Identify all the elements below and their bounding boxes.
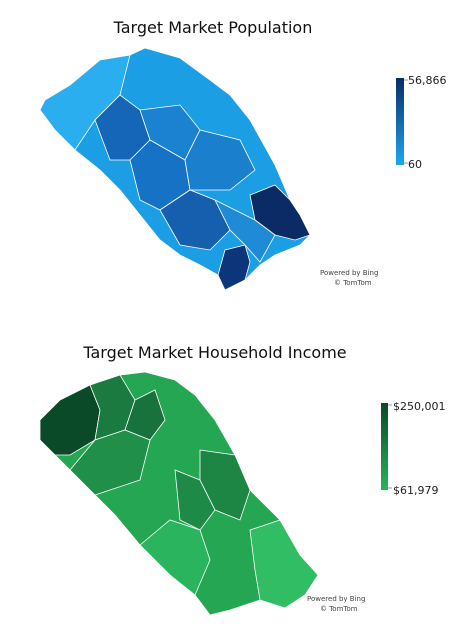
attribution: © TomTom: [320, 605, 358, 613]
legend-min: $61,979: [393, 484, 439, 497]
attribution: © TomTom: [334, 279, 372, 287]
legend-min: 60: [408, 158, 422, 171]
legend-bar: [396, 78, 404, 165]
attribution: Powered by Bing: [320, 269, 378, 277]
map-title: Target Market Population: [113, 18, 313, 37]
attribution: Powered by Bing: [307, 595, 365, 603]
legend-max: 56,866: [408, 74, 447, 87]
income-map: [39, 371, 319, 616]
population-map: [39, 47, 311, 291]
legend-max: $250,001: [393, 400, 446, 413]
map-title: Target Market Household Income: [82, 343, 346, 362]
legend-bar: [381, 403, 388, 490]
